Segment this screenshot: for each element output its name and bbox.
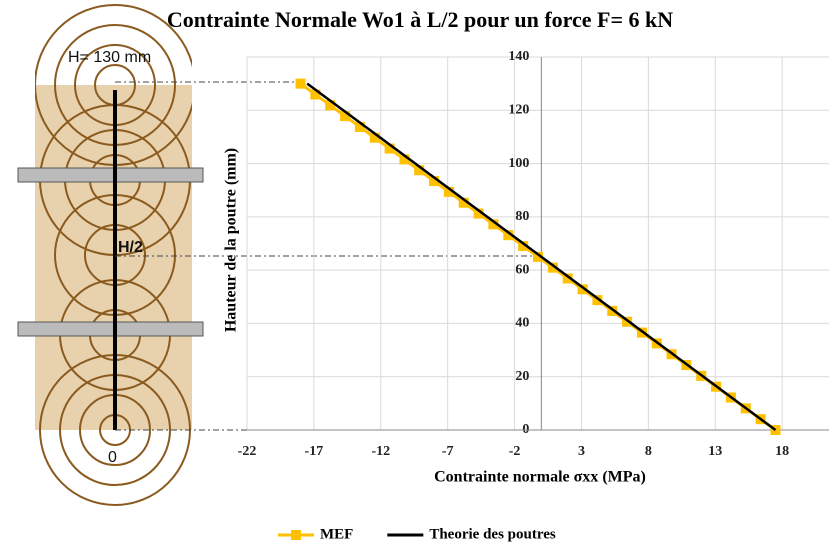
half-height-label: H/2 <box>118 239 143 256</box>
y-tick-label: 40 <box>515 316 529 331</box>
data-point <box>384 143 395 154</box>
y-tick-label: 100 <box>508 156 529 171</box>
x-tick-label: 13 <box>708 444 722 459</box>
x-tick-label: 3 <box>578 444 585 459</box>
y-tick-label: 60 <box>515 262 529 277</box>
y-tick-label: 80 <box>515 209 529 224</box>
x-tick-label: -2 <box>509 444 521 459</box>
x-tick-label: 18 <box>775 444 789 459</box>
data-point <box>592 295 603 306</box>
y-axis-label: Hauteur de la poutre (mm) <box>223 148 240 332</box>
y-tick-label: 20 <box>515 369 529 384</box>
x-axis-label: Contrainte normale σxx (MPa) <box>434 469 646 486</box>
data-point <box>607 305 618 316</box>
legend-marker <box>291 530 301 540</box>
y-tick-label: 120 <box>508 103 529 118</box>
x-tick-label: -7 <box>442 444 454 459</box>
chart-title: Contrainte Normale Wo1 à L/2 pour un for… <box>167 7 673 32</box>
x-tick-label: 8 <box>645 444 652 459</box>
x-tick-label: -12 <box>371 444 390 459</box>
x-tick-label: -22 <box>238 444 257 459</box>
data-point <box>458 197 469 208</box>
data-point <box>354 121 365 132</box>
data-point <box>533 251 543 262</box>
data-point <box>562 273 573 284</box>
data-point <box>325 100 336 111</box>
data-point <box>340 111 351 122</box>
data-point <box>369 132 380 143</box>
y-tick-label: 140 <box>508 49 529 64</box>
data-point <box>414 165 425 176</box>
beam-illustration <box>0 0 232 550</box>
data-point <box>399 154 410 165</box>
series-line <box>306 82 777 432</box>
data-point <box>577 284 588 295</box>
legend-label: Theorie des poutres <box>429 526 556 542</box>
data-point <box>503 230 514 241</box>
legend-label: MEF <box>320 526 353 542</box>
data-point <box>473 208 484 219</box>
data-point <box>518 241 529 252</box>
data-point <box>429 176 440 187</box>
data-point <box>443 186 454 197</box>
zero-label: 0 <box>108 449 117 466</box>
data-point <box>295 78 306 89</box>
data-point <box>310 89 321 100</box>
height-label: H= 130 mm <box>68 49 151 66</box>
x-tick-label: -17 <box>305 444 324 459</box>
data-point <box>488 219 499 230</box>
data-point <box>547 262 558 273</box>
